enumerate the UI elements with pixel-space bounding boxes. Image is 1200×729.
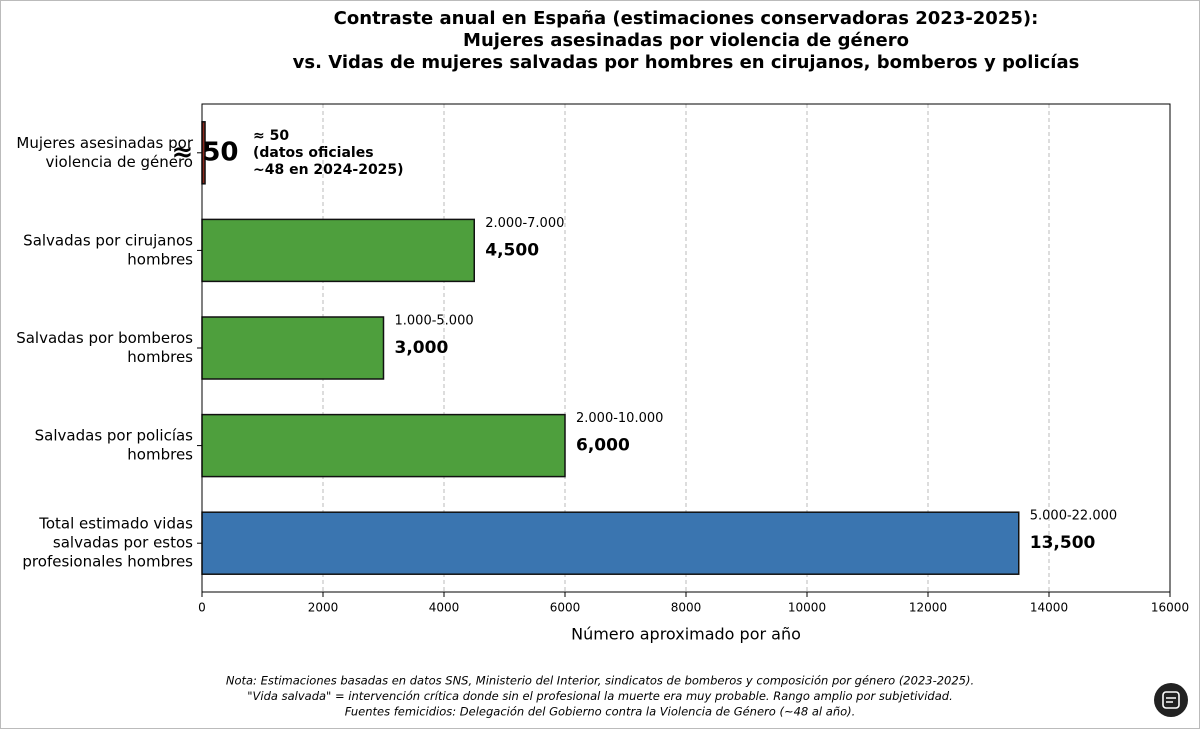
x-tick-label: 16000 <box>1151 601 1189 615</box>
y-tick-label: Salvadas por cirujanos <box>23 231 193 249</box>
annotation: ≈ 50 <box>253 128 289 144</box>
x-tick-label: 0 <box>198 601 206 615</box>
x-tick-label: 14000 <box>1030 601 1068 615</box>
bar <box>201 511 1020 575</box>
value-label: 3,000 <box>395 338 449 358</box>
y-tick-label: violencia de género <box>45 153 193 171</box>
note: Nota: Estimaciones basadas en datos SNS,… <box>226 674 974 688</box>
y-tick-label: hombres <box>127 250 193 268</box>
y-tick-label: Total estimado vidas <box>38 515 193 533</box>
range-label: 2.000-7.000 <box>485 216 564 231</box>
y-tick-label: Salvadas por policías <box>35 427 194 445</box>
x-tick-label: 10000 <box>788 601 826 615</box>
lens-button[interactable] <box>1154 683 1188 717</box>
x-tick-label: 8000 <box>671 601 702 615</box>
note: "Vida salvada" = intervención crítica do… <box>247 689 952 703</box>
x-axis-label: Número aproximado por año <box>571 625 801 644</box>
value-label: 6,000 <box>576 436 630 456</box>
range-label: 5.000-22.000 <box>1030 509 1117 524</box>
bar <box>201 218 475 283</box>
note: Fuentes femicidios: Delegación del Gobie… <box>345 705 856 719</box>
range-label: 1.000-5.000 <box>395 314 474 329</box>
annotation: ~48 en 2024-2025) <box>253 162 404 178</box>
y-tick-label: Salvadas por bomberos <box>16 329 193 347</box>
value-label: 4,500 <box>485 240 539 260</box>
bar <box>201 413 566 478</box>
bar <box>201 316 385 380</box>
chart-title: vs. Vidas de mujeres salvadas por hombre… <box>293 52 1080 73</box>
y-tick-label: Mujeres asesinadas por <box>16 134 193 152</box>
x-tick-label: 12000 <box>909 601 947 615</box>
plot-border <box>201 103 1171 593</box>
y-tick-label: salvadas por estos <box>53 534 193 552</box>
y-tick-label: profesionales hombres <box>22 553 193 571</box>
value-label: ≈ 50 <box>172 137 239 167</box>
y-tick-label: hombres <box>127 348 193 366</box>
annotation: (datos oficiales <box>253 145 374 161</box>
value-label: 13,500 <box>1030 533 1096 553</box>
x-tick-label: 4000 <box>429 601 460 615</box>
chart-title: Mujeres asesinadas por violencia de géne… <box>463 30 909 51</box>
y-tick-label: hombres <box>127 446 193 464</box>
x-tick-label: 6000 <box>550 601 581 615</box>
x-tick-label: 2000 <box>308 601 339 615</box>
chart-title: Contraste anual en España (estimaciones … <box>334 8 1039 29</box>
range-label: 2.000-10.000 <box>576 411 663 426</box>
